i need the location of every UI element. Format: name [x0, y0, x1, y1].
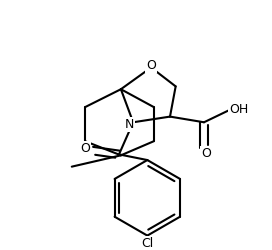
- Text: O: O: [201, 147, 211, 160]
- Text: O: O: [80, 142, 90, 155]
- Text: O: O: [146, 59, 156, 72]
- Text: Cl: Cl: [141, 237, 153, 250]
- Text: N: N: [125, 118, 134, 131]
- Text: OH: OH: [229, 104, 249, 117]
